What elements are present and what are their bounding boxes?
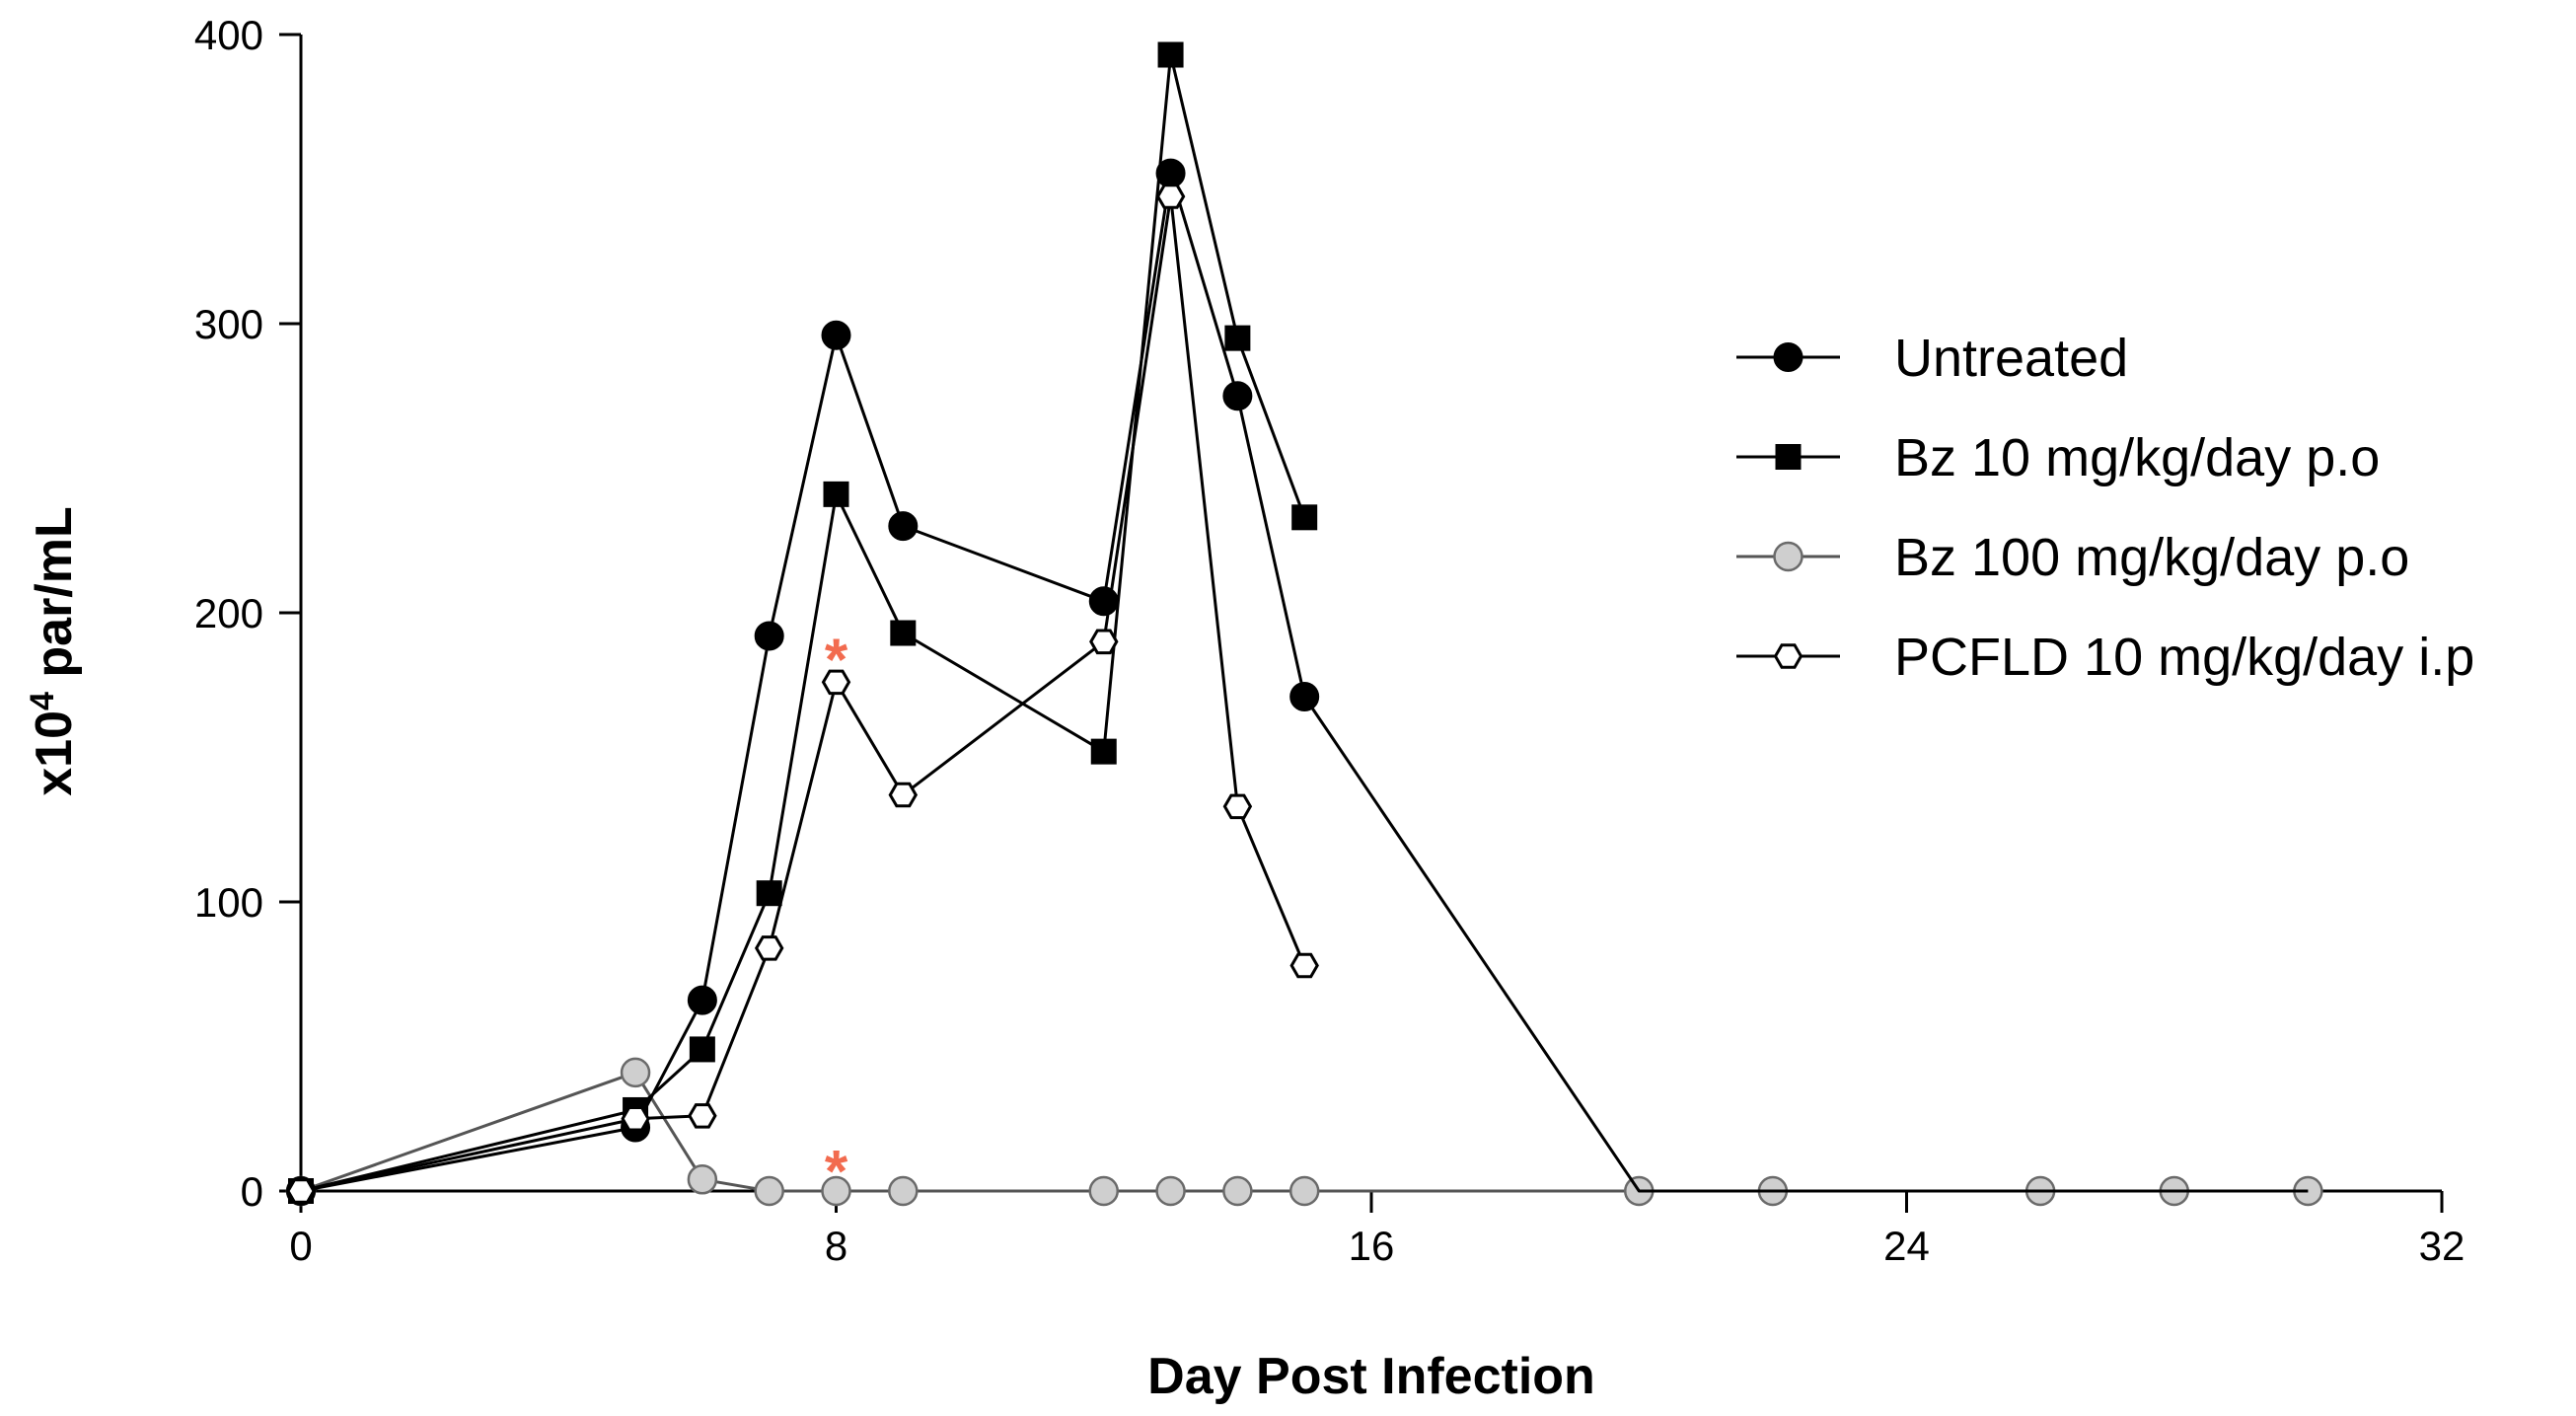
data-point [286,1178,316,1204]
legend-label: PCFLD 10 mg/kg/day i.p [1894,628,2474,687]
data-point [1222,793,1253,820]
series-layer [285,41,2323,1207]
data-point [689,1036,715,1063]
data-point [620,1057,651,1088]
significance-asterisk: * [825,627,848,693]
legend-marker [1773,643,1803,669]
data-point [1289,681,1320,711]
legend: Untreated Bz 10 mg/kg/day p.o Bz 100 mg/kg… [1736,329,2474,687]
data-point [621,1106,650,1132]
axes: 0 100 200 300 400 0 8 16 24 32 [194,12,2465,1269]
data-point [821,1175,851,1207]
data-point [890,620,917,646]
data-point [1155,1175,1186,1207]
data-point [1157,41,1184,68]
legend-item: Bz 100 mg/kg/day p.o [1736,528,2409,587]
y-axis-title-exponent: 4 [24,692,61,710]
y-axis-title-prefix: x10 [26,710,83,796]
data-point [1289,952,1319,979]
data-point [1090,738,1117,765]
y-tick-label: 300 [194,301,263,347]
data-point [888,1175,919,1207]
x-tick-label: 0 [289,1223,312,1269]
data-point [1155,184,1186,209]
significance-asterisk: * [825,1139,848,1205]
x-tick-label: 24 [1883,1223,1930,1269]
legend-marker [1773,342,1803,372]
legend-marker [1775,444,1802,470]
y-tick-label: 100 [194,879,263,926]
x-tick-label: 8 [825,1223,847,1269]
x-tick-label: 16 [1349,1223,1395,1269]
series-line [300,1071,2309,1193]
y-axis-title-suffix: par/mL [26,506,83,692]
x-axis-title: Day Post Infection [1147,1348,1595,1405]
legend-item: Untreated [1736,329,2128,388]
y-tick-label: 0 [241,1168,263,1215]
data-point [1291,504,1318,531]
data-point [687,1164,718,1195]
data-point [754,621,784,651]
data-point [1224,325,1251,351]
legend-item: PCFLD 10 mg/kg/day i.p [1736,628,2474,687]
data-point [821,320,851,350]
y-tick-label: 200 [194,590,263,636]
data-point [1222,1175,1253,1207]
series-line [300,194,1306,1193]
y-tick-label: 400 [194,12,263,58]
data-point [688,1103,717,1129]
data-point [756,880,782,907]
x-tick-label: 32 [2419,1223,2466,1269]
series-line [300,53,1306,1193]
legend-label: Untreated [1894,329,2128,388]
data-point [1088,586,1119,617]
legend-label: Bz 100 mg/kg/day p.o [1894,528,2409,587]
data-point [823,481,849,507]
data-point [1089,629,1119,655]
annotations: ** [825,627,848,1205]
legend-item: Bz 10 mg/kg/day p.o [1736,428,2380,487]
y-axis-title: x104 par/mL [24,506,83,796]
legend-label: Bz 10 mg/kg/day p.o [1894,428,2380,487]
data-point [888,511,919,542]
series-3 [286,184,1319,1204]
data-point [754,1175,784,1207]
data-point [1288,1175,1320,1207]
data-point [888,782,919,808]
data-point [1088,1175,1119,1207]
series-2 [285,1057,2323,1207]
data-point [821,669,851,696]
data-point [1222,381,1253,411]
data-point [754,935,784,961]
legend-marker [1773,541,1803,572]
data-point [687,985,717,1015]
